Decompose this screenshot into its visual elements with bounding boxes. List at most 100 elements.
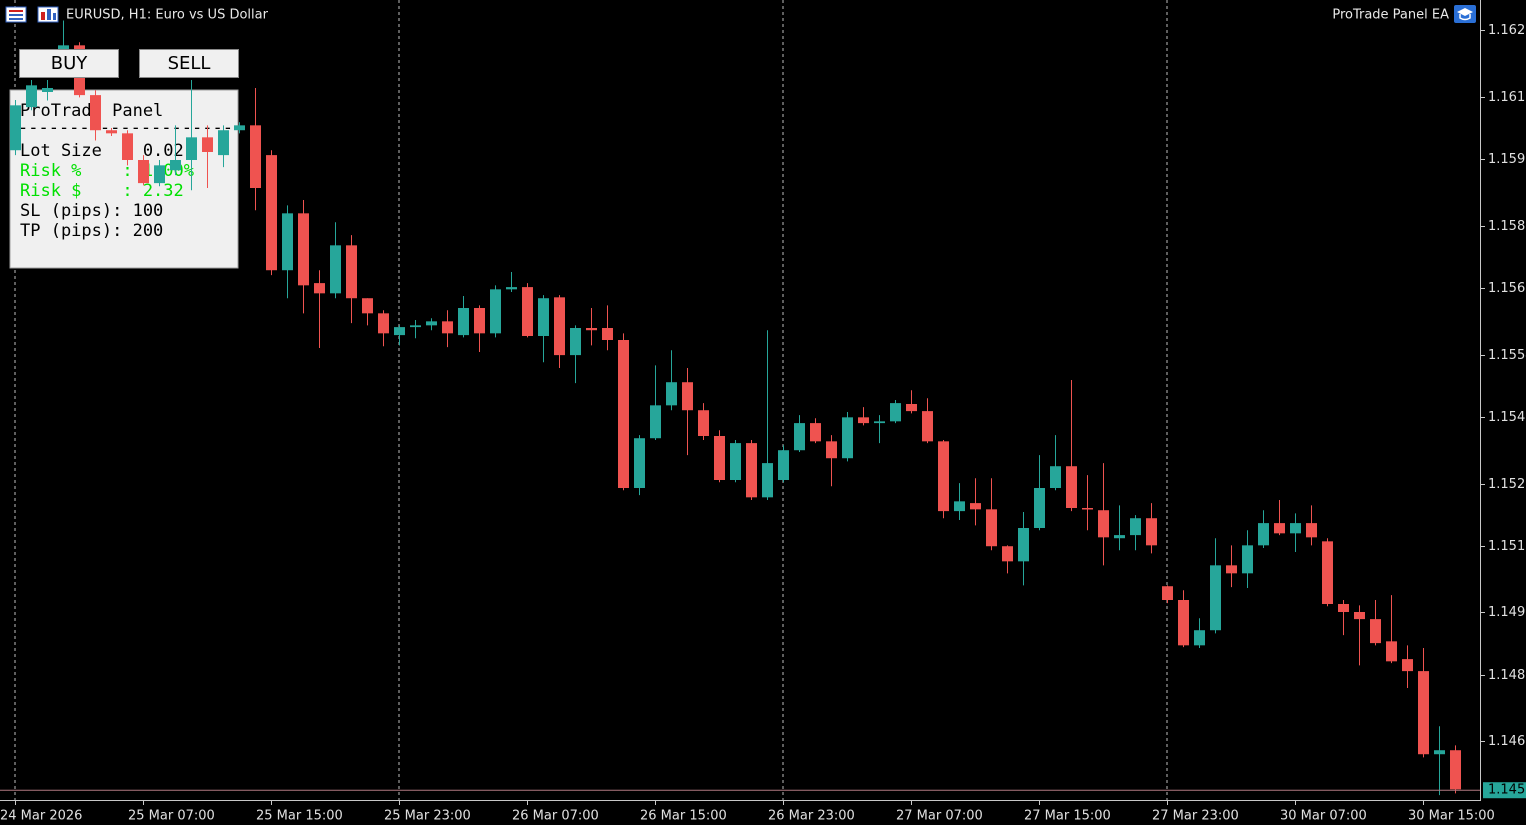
candle-body: [890, 403, 901, 422]
candle-body: [362, 298, 373, 314]
panel-row: TP (pips): 200: [20, 221, 163, 241]
candle-body: [1146, 518, 1157, 546]
candle-body: [1178, 600, 1189, 646]
candle-body: [154, 165, 165, 184]
candle-body: [570, 328, 581, 356]
sell-button[interactable]: [139, 49, 239, 78]
candle-body: [1130, 518, 1141, 536]
candle-body: [394, 327, 405, 336]
candle-body: [1386, 641, 1397, 662]
candle-body: [26, 85, 37, 108]
candle-body: [1274, 523, 1285, 534]
buy-button-label[interactable]: BUY: [51, 53, 89, 74]
candle-body: [1402, 659, 1413, 672]
candles: [0, 20, 1480, 796]
x-tick-label: 30 Mar 15:00: [1408, 809, 1495, 824]
candle-body: [1242, 545, 1253, 574]
candle-body: [1098, 510, 1109, 538]
candle-body: [346, 245, 357, 299]
candle-body: [1210, 565, 1221, 631]
candle-body: [602, 328, 613, 340]
candle-body: [618, 340, 629, 488]
y-tick-label: 1.1627: [1488, 23, 1526, 38]
candle-body: [1370, 619, 1381, 644]
candle-body: [378, 313, 389, 334]
x-tick-label: 25 Mar 23:00: [384, 809, 471, 824]
candle-body: [1082, 508, 1093, 510]
x-tick-label: 26 Mar 15:00: [640, 809, 727, 824]
candle-body: [1354, 612, 1365, 620]
overlay: BUY SELL EURUSD, H1: Euro vs US Dollar P…: [5, 5, 1476, 78]
x-tick-label: 24 Mar 2026: [0, 809, 82, 824]
candle-body: [442, 321, 453, 334]
chart-type-icon[interactable]: [37, 6, 59, 23]
candle-body: [1162, 586, 1173, 600]
y-tick-label: 1.1496: [1488, 605, 1526, 620]
x-tick-label: 27 Mar 23:00: [1152, 809, 1239, 824]
panel-row: Risk $ : 2.32: [20, 181, 184, 201]
y-tick-label: 1.1569: [1488, 281, 1526, 296]
y-tick-label: 1.1482: [1488, 668, 1526, 683]
candle-body: [842, 417, 853, 459]
x-tick-label: 27 Mar 07:00: [896, 809, 983, 824]
candle-body: [522, 287, 533, 336]
candle-body: [42, 88, 53, 92]
candle-body: [314, 283, 325, 294]
candle-body: [234, 125, 245, 131]
price-label: 1.1456: [1488, 783, 1526, 798]
candle-body: [218, 130, 229, 156]
y-tick-label: 1.1612: [1488, 90, 1526, 105]
candle-body: [1114, 535, 1125, 539]
candle-body: [682, 382, 693, 411]
y-tick-label: 1.1554: [1488, 348, 1526, 363]
chart-menu-icon[interactable]: [5, 6, 27, 23]
candle-body: [922, 411, 933, 442]
candle-body: [826, 441, 837, 459]
candle-body: [186, 137, 197, 160]
candle-body: [762, 463, 773, 498]
x-tick-label: 27 Mar 15:00: [1024, 809, 1111, 824]
candle-body: [90, 95, 101, 131]
candle-body: [1338, 604, 1349, 612]
candle-body: [202, 137, 213, 152]
candle-body: [698, 410, 709, 436]
candle-body: [1322, 541, 1333, 604]
candle-body: [1050, 466, 1061, 488]
candle-body: [250, 125, 261, 188]
y-tick-label: 1.1467: [1488, 734, 1526, 749]
sell-button-label[interactable]: SELL: [168, 53, 211, 74]
candle-body: [474, 308, 485, 334]
candle-body: [1306, 523, 1317, 538]
candle-body: [298, 213, 309, 286]
x-tick-label: 26 Mar 23:00: [768, 809, 855, 824]
candle-body: [970, 503, 981, 510]
axis-background: [1481, 0, 1526, 800]
candle-body: [410, 325, 421, 328]
buy-button[interactable]: [19, 49, 119, 78]
candle-body: [426, 321, 437, 326]
candle-body: [874, 421, 885, 424]
candle-body: [106, 130, 117, 134]
icon-bar: [41, 12, 45, 20]
x-tick-label: 25 Mar 15:00: [256, 809, 343, 824]
candle-body: [1418, 671, 1429, 755]
candle-body: [490, 289, 501, 334]
candle-body: [1226, 565, 1237, 574]
candle-body: [122, 133, 133, 160]
candle-body: [1066, 466, 1077, 508]
candle-body: [634, 438, 645, 488]
y-tick-label: 1.1598: [1488, 152, 1526, 167]
icon-bar: [47, 9, 51, 20]
ea-icon[interactable]: [1454, 5, 1476, 23]
candle-body: [730, 443, 741, 480]
icon-bar: [53, 13, 56, 20]
symbol-title: EURUSD, H1: Euro vs US Dollar: [66, 8, 269, 23]
candle-body: [586, 328, 597, 331]
candle-body: [1434, 750, 1445, 755]
candle-body: [458, 308, 469, 336]
candle-body: [666, 382, 677, 406]
icon-cap: [1459, 14, 1471, 21]
y-tick-label: 1.1525: [1488, 477, 1526, 492]
